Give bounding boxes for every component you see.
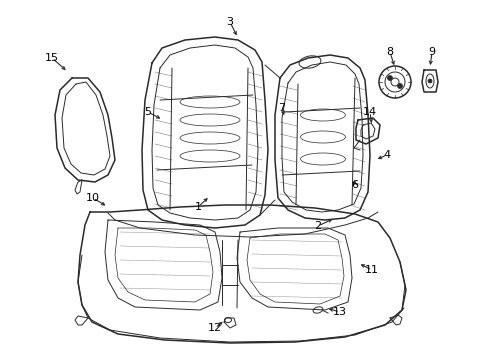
Circle shape xyxy=(427,79,431,83)
Text: 7: 7 xyxy=(278,103,285,113)
Text: 2: 2 xyxy=(314,221,321,231)
Text: 9: 9 xyxy=(427,47,435,57)
Text: 10: 10 xyxy=(86,193,100,203)
Text: 5: 5 xyxy=(144,107,151,117)
Text: 6: 6 xyxy=(351,180,358,190)
Text: 8: 8 xyxy=(386,47,393,57)
Circle shape xyxy=(397,84,402,89)
Text: 3: 3 xyxy=(226,17,233,27)
Text: 11: 11 xyxy=(364,265,378,275)
Text: 12: 12 xyxy=(207,323,222,333)
Text: 15: 15 xyxy=(45,53,59,63)
Text: 1: 1 xyxy=(194,202,201,212)
Circle shape xyxy=(386,76,392,81)
Text: 14: 14 xyxy=(362,107,376,117)
Text: 13: 13 xyxy=(332,307,346,317)
Text: 4: 4 xyxy=(383,150,390,160)
